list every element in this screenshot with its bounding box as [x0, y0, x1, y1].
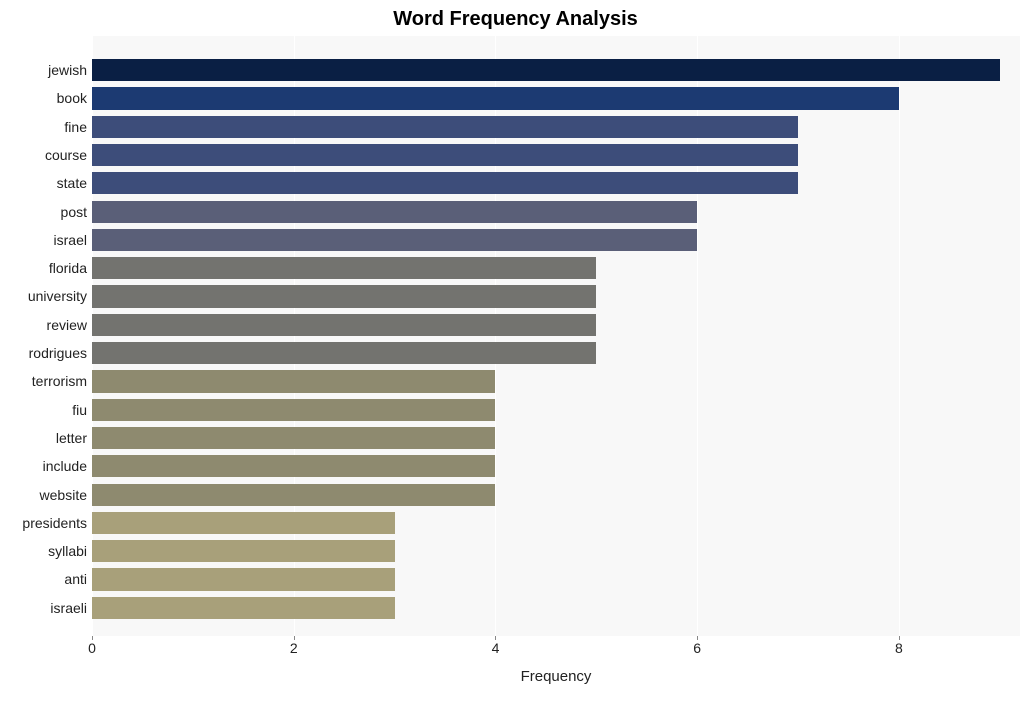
y-tick-label: israel [2, 226, 87, 254]
bar-row [92, 169, 1020, 197]
y-tick-label: letter [2, 424, 87, 452]
bar [92, 427, 495, 449]
x-tick-label: 6 [693, 640, 701, 656]
y-tick-label: book [2, 84, 87, 112]
x-axis-label: Frequency [92, 668, 1020, 685]
plot-area [92, 36, 1020, 636]
bar [92, 87, 899, 109]
bar-row [92, 226, 1020, 254]
bar [92, 257, 596, 279]
bar [92, 285, 596, 307]
y-tick-label: syllabi [2, 537, 87, 565]
y-tick-label: jewish [2, 56, 87, 84]
bar [92, 59, 1000, 81]
bar-row [92, 396, 1020, 424]
bar-row [92, 113, 1020, 141]
y-tick-label: presidents [2, 509, 87, 537]
bar-row [92, 198, 1020, 226]
bar [92, 144, 798, 166]
bar [92, 370, 495, 392]
y-tick-label: florida [2, 254, 87, 282]
bar [92, 229, 697, 251]
bar-row [92, 537, 1020, 565]
y-tick-label: fiu [2, 396, 87, 424]
bar [92, 172, 798, 194]
bar-row [92, 141, 1020, 169]
bar [92, 342, 596, 364]
bar-row [92, 254, 1020, 282]
y-tick-label: terrorism [2, 367, 87, 395]
bar [92, 512, 395, 534]
chart-title: Word Frequency Analysis [0, 8, 1031, 31]
chart-container: Word Frequency Analysis Frequency 0 2 4 6 8 j… [0, 0, 1031, 701]
bar-row [92, 509, 1020, 537]
bar-row [92, 84, 1020, 112]
bar-row [92, 481, 1020, 509]
y-tick-label: include [2, 452, 87, 480]
x-tick-label: 4 [492, 640, 500, 656]
bar-row [92, 565, 1020, 593]
bar [92, 568, 395, 590]
x-tick-label: 0 [88, 640, 96, 656]
y-tick-label: review [2, 311, 87, 339]
bar [92, 455, 495, 477]
bar-row [92, 282, 1020, 310]
bar [92, 201, 697, 223]
y-tick-label: course [2, 141, 87, 169]
y-tick-label: website [2, 481, 87, 509]
bar [92, 597, 395, 619]
bar-row [92, 367, 1020, 395]
bar-row [92, 311, 1020, 339]
y-tick-label: anti [2, 565, 87, 593]
bar [92, 314, 596, 336]
y-tick-label: fine [2, 113, 87, 141]
y-tick-label: university [2, 282, 87, 310]
x-tick-label: 8 [895, 640, 903, 656]
y-tick-label: state [2, 169, 87, 197]
bar-row [92, 56, 1020, 84]
bar-row [92, 424, 1020, 452]
x-tick-label: 2 [290, 640, 298, 656]
bar-row [92, 594, 1020, 622]
y-tick-label: israeli [2, 594, 87, 622]
y-tick-label: post [2, 198, 87, 226]
bar [92, 484, 495, 506]
bar-row [92, 339, 1020, 367]
bar [92, 399, 495, 421]
bar [92, 540, 395, 562]
bar [92, 116, 798, 138]
y-tick-label: rodrigues [2, 339, 87, 367]
bar-row [92, 452, 1020, 480]
